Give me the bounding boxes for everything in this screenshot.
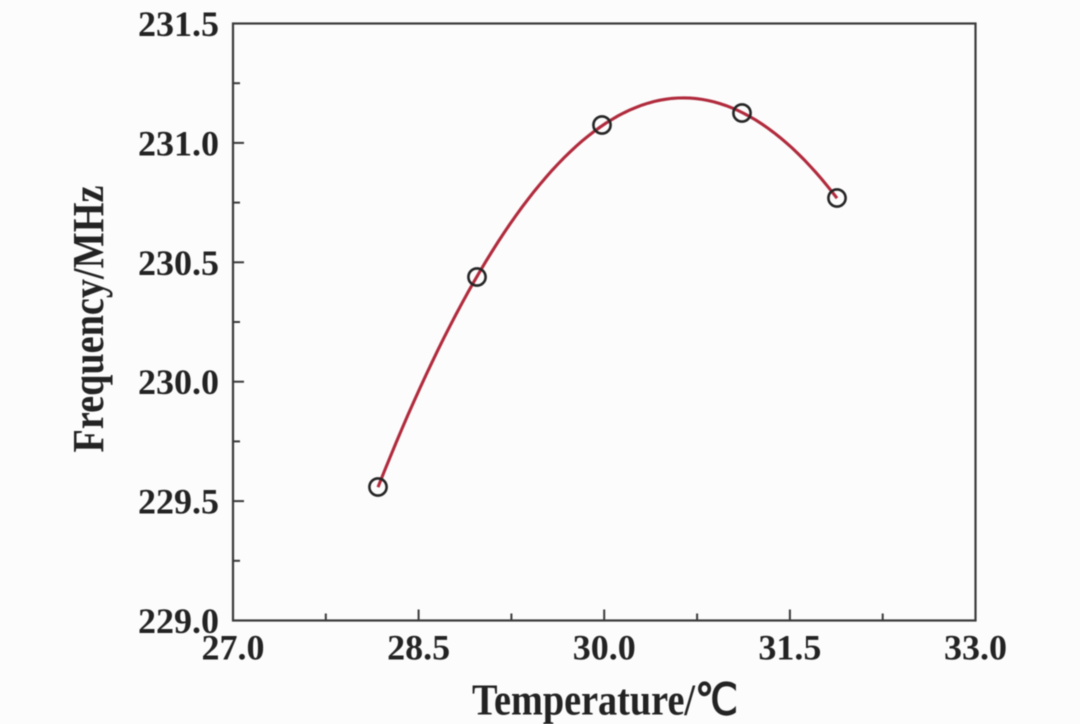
svg-text:28.5: 28.5 [387,628,450,668]
svg-text:229.0: 229.0 [138,601,219,641]
svg-text:31.5: 31.5 [758,628,821,668]
svg-text:30.0: 30.0 [573,628,636,668]
svg-text:Frequency/MHz: Frequency/MHz [64,186,113,453]
svg-text:33.0: 33.0 [944,628,1007,668]
svg-text:230.0: 230.0 [138,362,219,402]
svg-text:231.5: 231.5 [138,4,219,44]
svg-text:229.5: 229.5 [138,482,219,522]
svg-text:231.0: 231.0 [138,123,219,163]
svg-text:230.5: 230.5 [138,243,219,283]
svg-text:Temperature/℃: Temperature/℃ [472,676,738,724]
svg-text:27.0: 27.0 [202,628,265,668]
